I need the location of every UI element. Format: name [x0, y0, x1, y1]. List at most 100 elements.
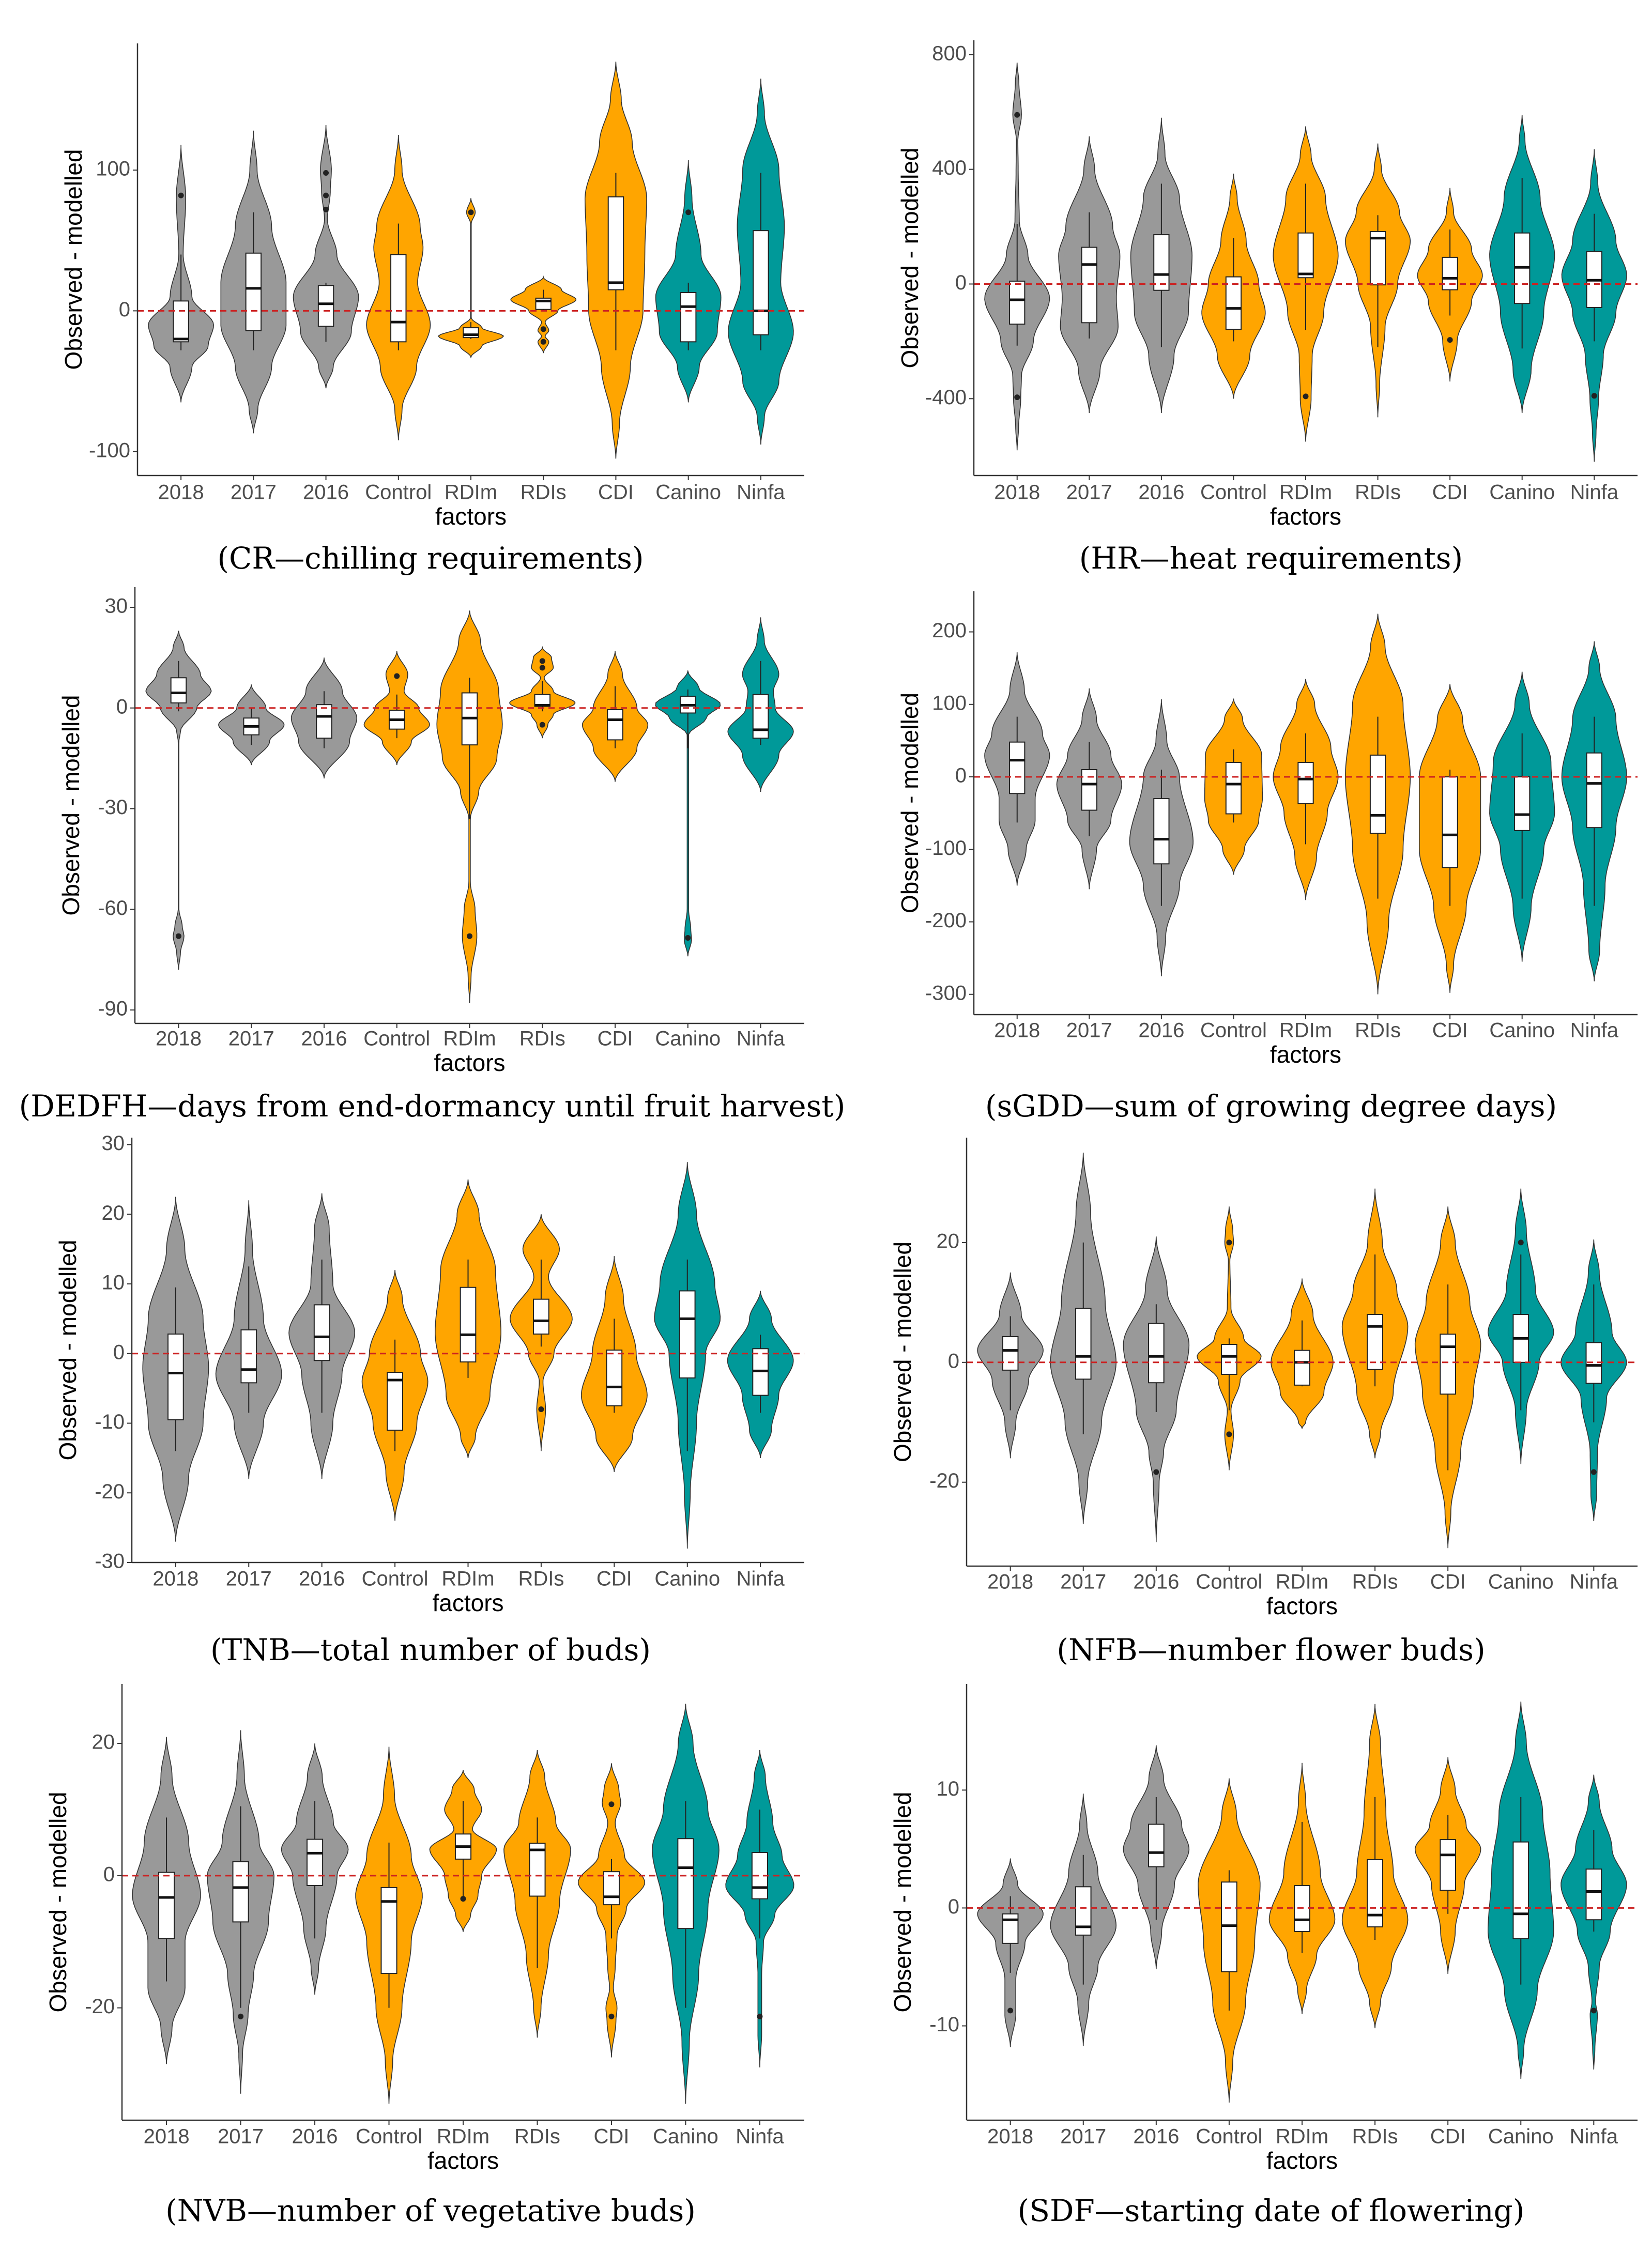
y-tick-label: -10: [929, 2013, 959, 2036]
x-tick-label: Ninfa: [737, 1028, 785, 1050]
outlier-point: [323, 192, 329, 198]
y-tick-label: 30: [102, 1132, 125, 1155]
panel-caption: (DEDFH—days from end-dormancy until frui…: [19, 1089, 846, 1124]
box-iqr: [173, 300, 189, 343]
x-tick-label: 2016: [1138, 481, 1184, 504]
y-tick-label: -20: [929, 1469, 959, 1492]
x-axis-title: factors: [432, 1589, 503, 1616]
x-tick-label: RDIs: [518, 1568, 564, 1590]
outlier-point: [1007, 2008, 1014, 2014]
x-tick-label: Ninfa: [1570, 1571, 1618, 1594]
box-iqr: [390, 254, 407, 343]
x-tick-label: RDIs: [521, 481, 567, 504]
x-tick-label: 2016: [1133, 1571, 1179, 1594]
x-tick-label: 2016: [1133, 2125, 1179, 2148]
box-iqr: [316, 704, 332, 739]
x-tick-label: Control: [362, 1568, 429, 1590]
x-tick-label: CDI: [1432, 481, 1468, 504]
box-iqr: [1081, 247, 1097, 324]
x-tick-label: Canino: [1489, 1019, 1555, 1042]
box-iqr: [306, 1839, 324, 1887]
x-axis-title: factors: [1270, 1041, 1341, 1068]
panel-caption: (NVB—number of vegetative buds): [165, 2193, 696, 2228]
box-iqr: [607, 196, 624, 290]
y-axis-title: Observed - modelled: [896, 693, 923, 913]
outlier-point: [1226, 1239, 1232, 1246]
panel-7: 20 0 -20 2018 2017 2016 Control RDIm RDIs CDI Cani…: [44, 1684, 804, 2228]
x-tick-label: Ninfa: [1570, 1019, 1619, 1042]
outlier-point: [175, 933, 181, 939]
outlier-point: [540, 326, 546, 332]
outlier-point: [468, 209, 474, 216]
box-iqr: [1369, 754, 1386, 834]
outlier-point: [323, 170, 329, 176]
x-tick-label: RDIs: [1355, 1019, 1401, 1042]
box-iqr: [1440, 1839, 1456, 1891]
x-tick-label: Canino: [653, 2125, 718, 2148]
y-tick-label: -20: [85, 1995, 115, 2018]
x-tick-label: Control: [1200, 1019, 1267, 1042]
panel-8: 10 0 -10 2018 2017 2016 Control RDIm RDIs CDI Cani…: [889, 1684, 1638, 2228]
x-tick-label: 2017: [228, 1028, 274, 1050]
y-tick-label: 20: [102, 1202, 125, 1224]
box-iqr: [680, 292, 697, 343]
x-tick-label: 2016: [1138, 1019, 1184, 1042]
y-tick-label: 20: [92, 1731, 115, 1754]
box-iqr: [1294, 1350, 1310, 1386]
y-axis-title: Observed - modelled: [54, 1240, 81, 1461]
box-iqr: [1153, 798, 1170, 865]
x-tick-label: 2016: [292, 2125, 338, 2148]
box-iqr: [529, 1843, 546, 1897]
box-iqr: [245, 252, 262, 331]
box-iqr: [1009, 280, 1026, 325]
x-tick-label: RDIs: [1352, 1571, 1398, 1594]
box-iqr: [606, 1350, 623, 1406]
outlier-point: [539, 658, 545, 664]
x-tick-label: Ninfa: [736, 1568, 785, 1590]
x-tick-label: CDI: [596, 1568, 632, 1590]
panel-5: 30 20 10 0 -10 -20 -30 2018 2017 2016 Control RDIm R…: [54, 1132, 804, 1667]
y-axis-title: Observed - modelled: [60, 149, 87, 370]
outlier-point: [1226, 1431, 1232, 1437]
x-axis-title: factors: [1266, 1592, 1338, 1619]
x-tick-label: 2017: [1066, 481, 1112, 504]
x-tick-label: RDIm: [441, 1568, 494, 1590]
outlier-point: [323, 206, 329, 212]
outlier-point: [238, 2013, 244, 2019]
x-tick-label: Canino: [655, 481, 721, 504]
x-tick-label: RDIm: [1279, 1019, 1332, 1042]
y-tick-label: -300: [925, 982, 967, 1004]
violin-RDIs: [510, 275, 577, 354]
y-axis-title: Observed - modelled: [889, 1242, 916, 1462]
y-tick-label: 30: [105, 595, 128, 618]
x-tick-label: RDIs: [1352, 2125, 1398, 2148]
y-tick-label: -90: [98, 998, 128, 1020]
box-iqr: [1153, 234, 1170, 291]
y-tick-label: 0: [955, 271, 967, 294]
outlier-point: [539, 665, 545, 671]
box-iqr: [677, 1838, 694, 1929]
y-tick-label: 200: [932, 619, 967, 642]
x-tick-label: Control: [1196, 1571, 1262, 1594]
outlier-point: [1518, 1239, 1524, 1246]
x-tick-label: RDIs: [514, 2125, 560, 2148]
outlier-point: [1153, 1469, 1159, 1475]
y-axis-title: Observed - modelled: [889, 1792, 916, 2013]
x-tick-label: Control: [363, 1028, 430, 1050]
panel-1: 100 0 -100 2018 2017 2016 Control RDIm RDIs CDI Ca…: [60, 43, 804, 576]
y-tick-label: 0: [948, 1895, 959, 1918]
x-tick-label: Control: [365, 481, 432, 504]
y-tick-label: 100: [96, 158, 130, 180]
box-iqr: [752, 694, 769, 739]
x-tick-label: 2018: [152, 1568, 198, 1590]
x-tick-label: Control: [1200, 481, 1267, 504]
box-iqr: [1367, 1859, 1383, 1927]
x-tick-label: 2018: [994, 481, 1040, 504]
y-tick-label: 0: [113, 1341, 125, 1364]
x-tick-label: 2018: [987, 2125, 1033, 2148]
box-iqr: [1442, 776, 1458, 868]
y-tick-label: 0: [116, 695, 128, 718]
box-iqr: [1440, 1334, 1456, 1395]
y-axis-title: Observed - modelled: [57, 695, 84, 916]
